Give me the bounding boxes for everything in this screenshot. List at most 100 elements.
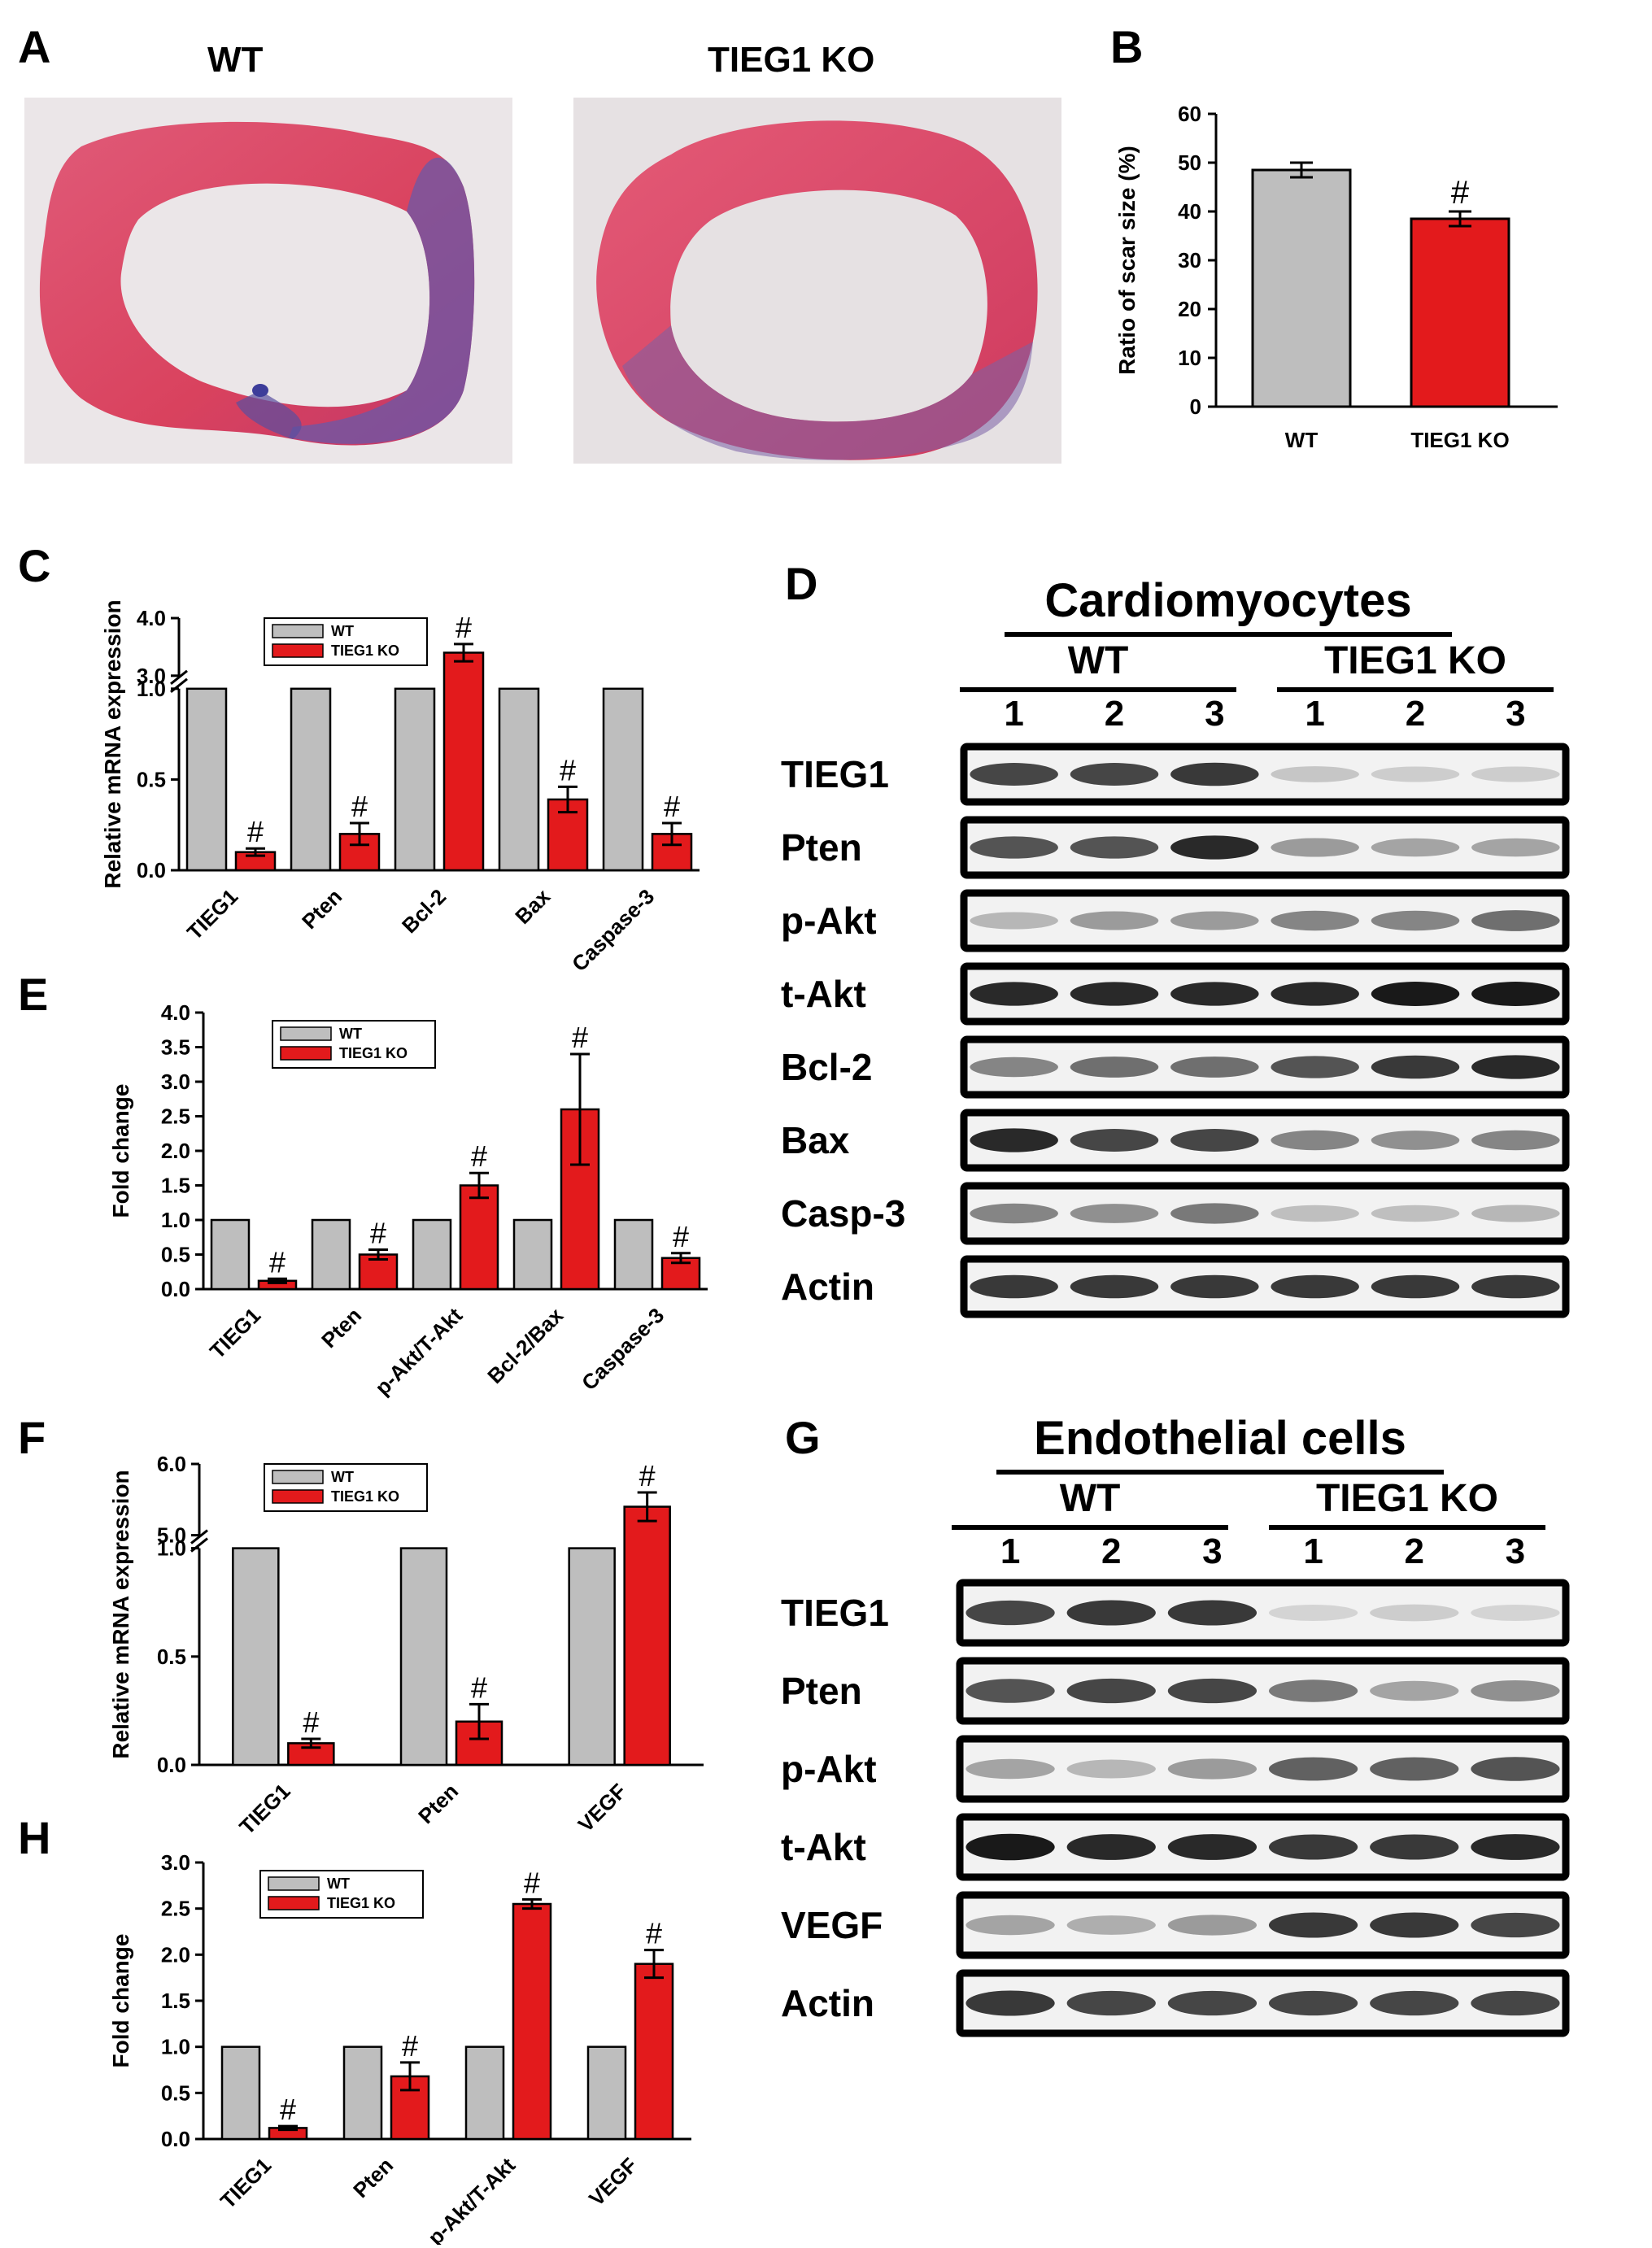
blot-strip — [956, 1735, 1570, 1803]
significance-mark: # — [247, 815, 264, 848]
row-label: Pten — [781, 826, 862, 869]
wt-group-label: WT — [1068, 639, 1129, 682]
x-tick-label: Pten — [348, 2153, 398, 2202]
protein-band — [1268, 1679, 1358, 1702]
blot-strip — [960, 1255, 1570, 1318]
x-tick-label: Bcl-2 — [397, 884, 451, 938]
y-tick-label: 10 — [1178, 346, 1201, 370]
significance-mark: # — [269, 1245, 286, 1279]
panel-label-c: C — [18, 540, 51, 591]
chart-c-mrna-cardiomyocytes: Relative mRNA expression 0.0 0.5 1.03.0 4.0 #… — [100, 599, 700, 976]
y-axis-label: Fold change — [108, 1084, 133, 1218]
blot-strip — [960, 1182, 1570, 1245]
protein-band — [965, 1679, 1055, 1703]
significance-mark: # — [471, 1671, 487, 1704]
blot-strip — [956, 1891, 1570, 1959]
bar-tieg1-ko — [442, 651, 485, 872]
blot-strip — [960, 1109, 1570, 1172]
protein-band — [1371, 1131, 1460, 1150]
x-tick-label: Bax — [510, 884, 555, 929]
y-tick-label: 1.5 — [161, 1174, 190, 1198]
significance-mark: # — [303, 1706, 319, 1739]
y-tick-label: 2.0 — [161, 1139, 190, 1163]
protein-band — [965, 1990, 1055, 2016]
bar-wt — [311, 1218, 351, 1291]
blot-title: Cardiomyocytes — [1044, 574, 1411, 627]
axis-break-mark — [190, 1537, 208, 1553]
panel-label-f: F — [18, 1412, 46, 1463]
protein-band — [965, 1833, 1055, 1861]
blot-strip — [956, 1969, 1570, 2037]
protein-band — [1471, 1990, 1560, 2016]
protein-band — [970, 836, 1058, 859]
bar-wt — [464, 2045, 505, 2141]
y-tick-label: 40 — [1178, 199, 1201, 224]
ko-group-label: TIEG1 KO — [1316, 1477, 1498, 1520]
legend-swatch — [272, 624, 324, 638]
protein-band — [1066, 1915, 1156, 1935]
x-tick-label: Pten — [297, 884, 347, 934]
row-label: p-Akt — [781, 900, 877, 942]
protein-band — [1271, 982, 1359, 1006]
y-tick-label: 5.0 — [157, 1523, 186, 1548]
protein-band — [1066, 1834, 1156, 1860]
lane-number: 2 — [1405, 1531, 1424, 1571]
protein-band — [1471, 982, 1560, 1006]
protein-band — [1471, 1605, 1560, 1621]
protein-band — [1371, 982, 1460, 1006]
protein-band — [1066, 1678, 1156, 1704]
protein-band — [970, 912, 1058, 930]
legend-swatch — [272, 643, 324, 658]
protein-band — [970, 763, 1058, 786]
significance-mark: # — [664, 790, 680, 823]
row-label: TIEG1 — [781, 753, 889, 795]
legend-swatch — [272, 1489, 324, 1504]
ko-group-label: TIEG1 KO — [1324, 639, 1506, 682]
y-axis-label: Relative mRNA expression — [100, 599, 125, 888]
y-tick-label: 0.0 — [161, 1277, 190, 1301]
legend-swatch — [268, 1896, 320, 1910]
lane-number: 1 — [1004, 694, 1023, 734]
protein-band — [1066, 1759, 1156, 1779]
significance-mark: # — [402, 2029, 418, 2063]
panel-label-a: A — [18, 21, 51, 72]
axis-break-mark — [170, 669, 188, 685]
bar-tieg1-ko — [459, 1184, 499, 1291]
y-tick-label: 4.0 — [137, 606, 166, 630]
protein-band — [1167, 1758, 1258, 1780]
protein-band — [1268, 1834, 1358, 1860]
significance-mark: # — [572, 1021, 588, 1054]
legend-swatch — [272, 1470, 324, 1484]
wt-group-label: WT — [1060, 1477, 1121, 1520]
protein-band — [1170, 835, 1259, 860]
protein-band — [1167, 1600, 1258, 1626]
protein-band — [1471, 1130, 1560, 1151]
protein-band — [1271, 838, 1359, 857]
protein-band — [1471, 1757, 1560, 1781]
x-tick-label: WT — [1285, 428, 1319, 452]
blot-strip — [960, 743, 1570, 806]
bar-wt — [602, 687, 644, 872]
protein-band — [1371, 1205, 1460, 1222]
protein-band — [1471, 1680, 1560, 1701]
protein-band — [1070, 911, 1159, 930]
legend-swatch — [280, 1046, 332, 1061]
panel-label-d: D — [785, 558, 818, 609]
protein-band — [1170, 1056, 1259, 1078]
chart-f-mrna-endothelial: Relative mRNA expression 0.0 0.5 1.05.0 6.0 #… — [108, 1452, 704, 1839]
protein-band — [1070, 1056, 1159, 1078]
y-tick-label: 1.0 — [157, 1536, 186, 1561]
panel-label-g: G — [785, 1412, 821, 1463]
western-blot-endothelial: Endothelial cells WT TIEG1 KO 1 2 3 1 2 3 TIEG1 Pt… — [781, 1415, 1570, 2037]
y-tick-label: 0.0 — [137, 858, 166, 882]
protein-band — [1471, 910, 1560, 931]
row-label: Pten — [781, 1670, 862, 1712]
protein-band — [1070, 1274, 1159, 1299]
protein-band — [1371, 910, 1460, 931]
bar-wt — [399, 1547, 448, 1767]
protein-band — [1167, 1834, 1258, 1860]
x-tick-label: TIEG1 — [205, 1303, 265, 1363]
histology-wt-image — [24, 98, 512, 464]
y-tick-label: 2.5 — [161, 1104, 190, 1129]
histology-tieg1-ko-image — [573, 98, 1061, 464]
